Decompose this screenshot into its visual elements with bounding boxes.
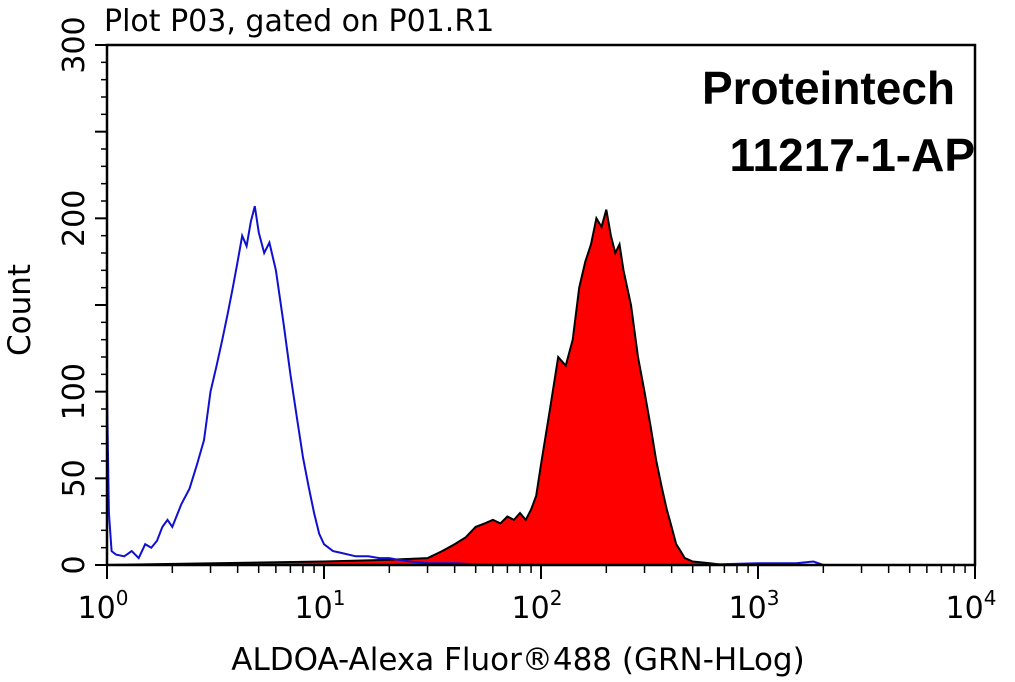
plot-title: Plot P03, gated on P01.R1 <box>104 4 494 39</box>
x-axis-title: ALDOA-Alexa Fluor®488 (GRN-HLog) <box>231 642 804 678</box>
y-tick-label: 100 <box>57 363 92 420</box>
x-tick-label: 102 <box>512 586 563 626</box>
y-tick-label: 0 <box>57 555 92 574</box>
y-tick-label: 300 <box>57 16 92 73</box>
x-axis: 100 101 102 103 104 <box>78 565 997 626</box>
watermark-catalog: 11217-1-AP <box>730 129 976 181</box>
series-layer <box>106 205 975 566</box>
y-axis-title: Count <box>2 264 38 356</box>
x-tick-label: 100 <box>78 586 129 626</box>
x-tick-label: 104 <box>946 586 997 626</box>
y-tick-label: 200 <box>57 190 92 247</box>
x-tick-label: 103 <box>729 586 780 626</box>
series-red-filled <box>106 209 975 566</box>
watermark-brand: Proteintech <box>702 62 955 114</box>
y-tick-label: 50 <box>57 459 92 497</box>
series-blue-outline <box>106 205 975 566</box>
y-axis: 0 50 100 200 300 <box>57 16 107 575</box>
x-tick-label: 101 <box>295 586 346 626</box>
